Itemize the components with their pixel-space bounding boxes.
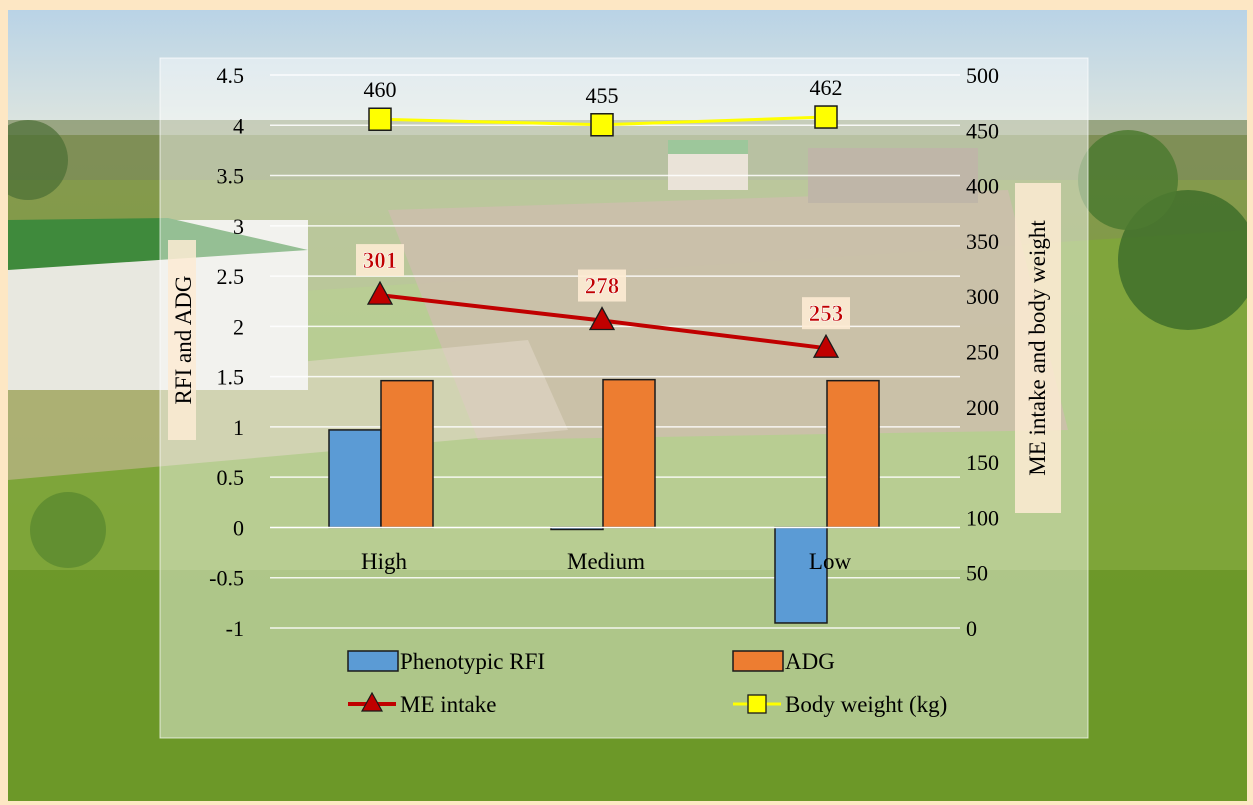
left-axis-ticks: 4.5 4 3.5 3 2.5 2 1.5 1 0.5 0 -0.5 -1 [209,63,244,641]
me-intake-marker [588,306,616,331]
me-intake-marker [366,280,394,305]
left-tick-label: 3.5 [217,164,245,189]
data-label-bg [356,244,404,277]
legend-marker-body-weight-kg [747,694,767,714]
left-axis-title: RFI and ADG [168,240,196,440]
right-tick-label: 200 [966,395,999,420]
legend-label-adg: ADG [785,649,835,674]
right-tick-label: 150 [966,450,999,475]
left-tick-label: 4.5 [217,63,245,88]
legend-label-body-weight-kg: Body weight (kg) [785,692,947,717]
left-tick-label: -1 [226,616,244,641]
left-tick-label: 0 [233,515,244,540]
lines-layer [366,105,840,358]
left-tick-label: 0.5 [217,465,245,490]
legend-swatch-adg [732,650,784,672]
data-label-bg [802,297,850,330]
category-labels: High Medium Low [361,549,851,574]
right-tick-label: 0 [966,616,977,641]
point-labels: 301 278 253 460 455 462 [356,75,850,330]
right-tick-label: 100 [966,505,999,530]
body-weight-kg-marker [368,107,392,131]
right-tick-label: 300 [966,284,999,309]
left-tick-label: 2 [233,314,244,339]
right-tick-label: 500 [966,63,999,88]
me-intake-data-label: 253 [809,301,844,326]
bar-adg-medium [602,378,656,529]
category-label: High [361,549,408,574]
category-label: Medium [567,549,645,574]
bar-adg-high [380,379,434,529]
me-intake-marker [812,333,840,358]
right-axis-label: ME intake and body weight [1025,220,1050,476]
legend-label-phenotypic-rfi: Phenotypic RFI [400,649,545,674]
left-tick-label: -0.5 [209,566,244,591]
body-weight-data-label: 460 [364,77,397,102]
legend-swatch-phenotypic-rfi [347,650,399,672]
right-tick-label: 50 [966,561,988,586]
left-tick-label: 2.5 [217,264,245,289]
bar-phenotypic-rfi-low [774,526,828,624]
legend-label-me-intake: ME intake [400,692,496,717]
category-label: Low [809,549,852,574]
right-tick-label: 350 [966,229,999,254]
body-weight-data-label: 455 [586,83,619,108]
me-intake-data-label: 278 [585,274,620,299]
left-tick-label: 4 [233,113,244,138]
left-axis-label: RFI and ADG [171,275,196,404]
right-tick-label: 400 [966,174,999,199]
body-weight-kg-marker [814,105,838,129]
right-axis-title: ME intake and body weight [1015,183,1061,513]
feedlot-background-photo [8,10,1247,801]
right-tick-label: 250 [966,340,999,365]
body-weight-data-label: 462 [810,75,843,100]
me-intake-data-label: 301 [363,248,398,273]
legend: Phenotypic RFI ADG ME intake Body weight (k… [347,649,947,717]
right-tick-label: 450 [966,118,999,143]
bar-adg-low [826,379,880,529]
data-label-bg [578,269,626,302]
body-weight-kg-marker [590,113,614,137]
left-tick-label: 1 [233,415,244,440]
legend-marker-me-intake [360,691,384,712]
left-tick-label: 1.5 [217,365,245,390]
left-tick-label: 3 [233,214,244,239]
bar-phenotypic-rfi-high [328,429,382,529]
